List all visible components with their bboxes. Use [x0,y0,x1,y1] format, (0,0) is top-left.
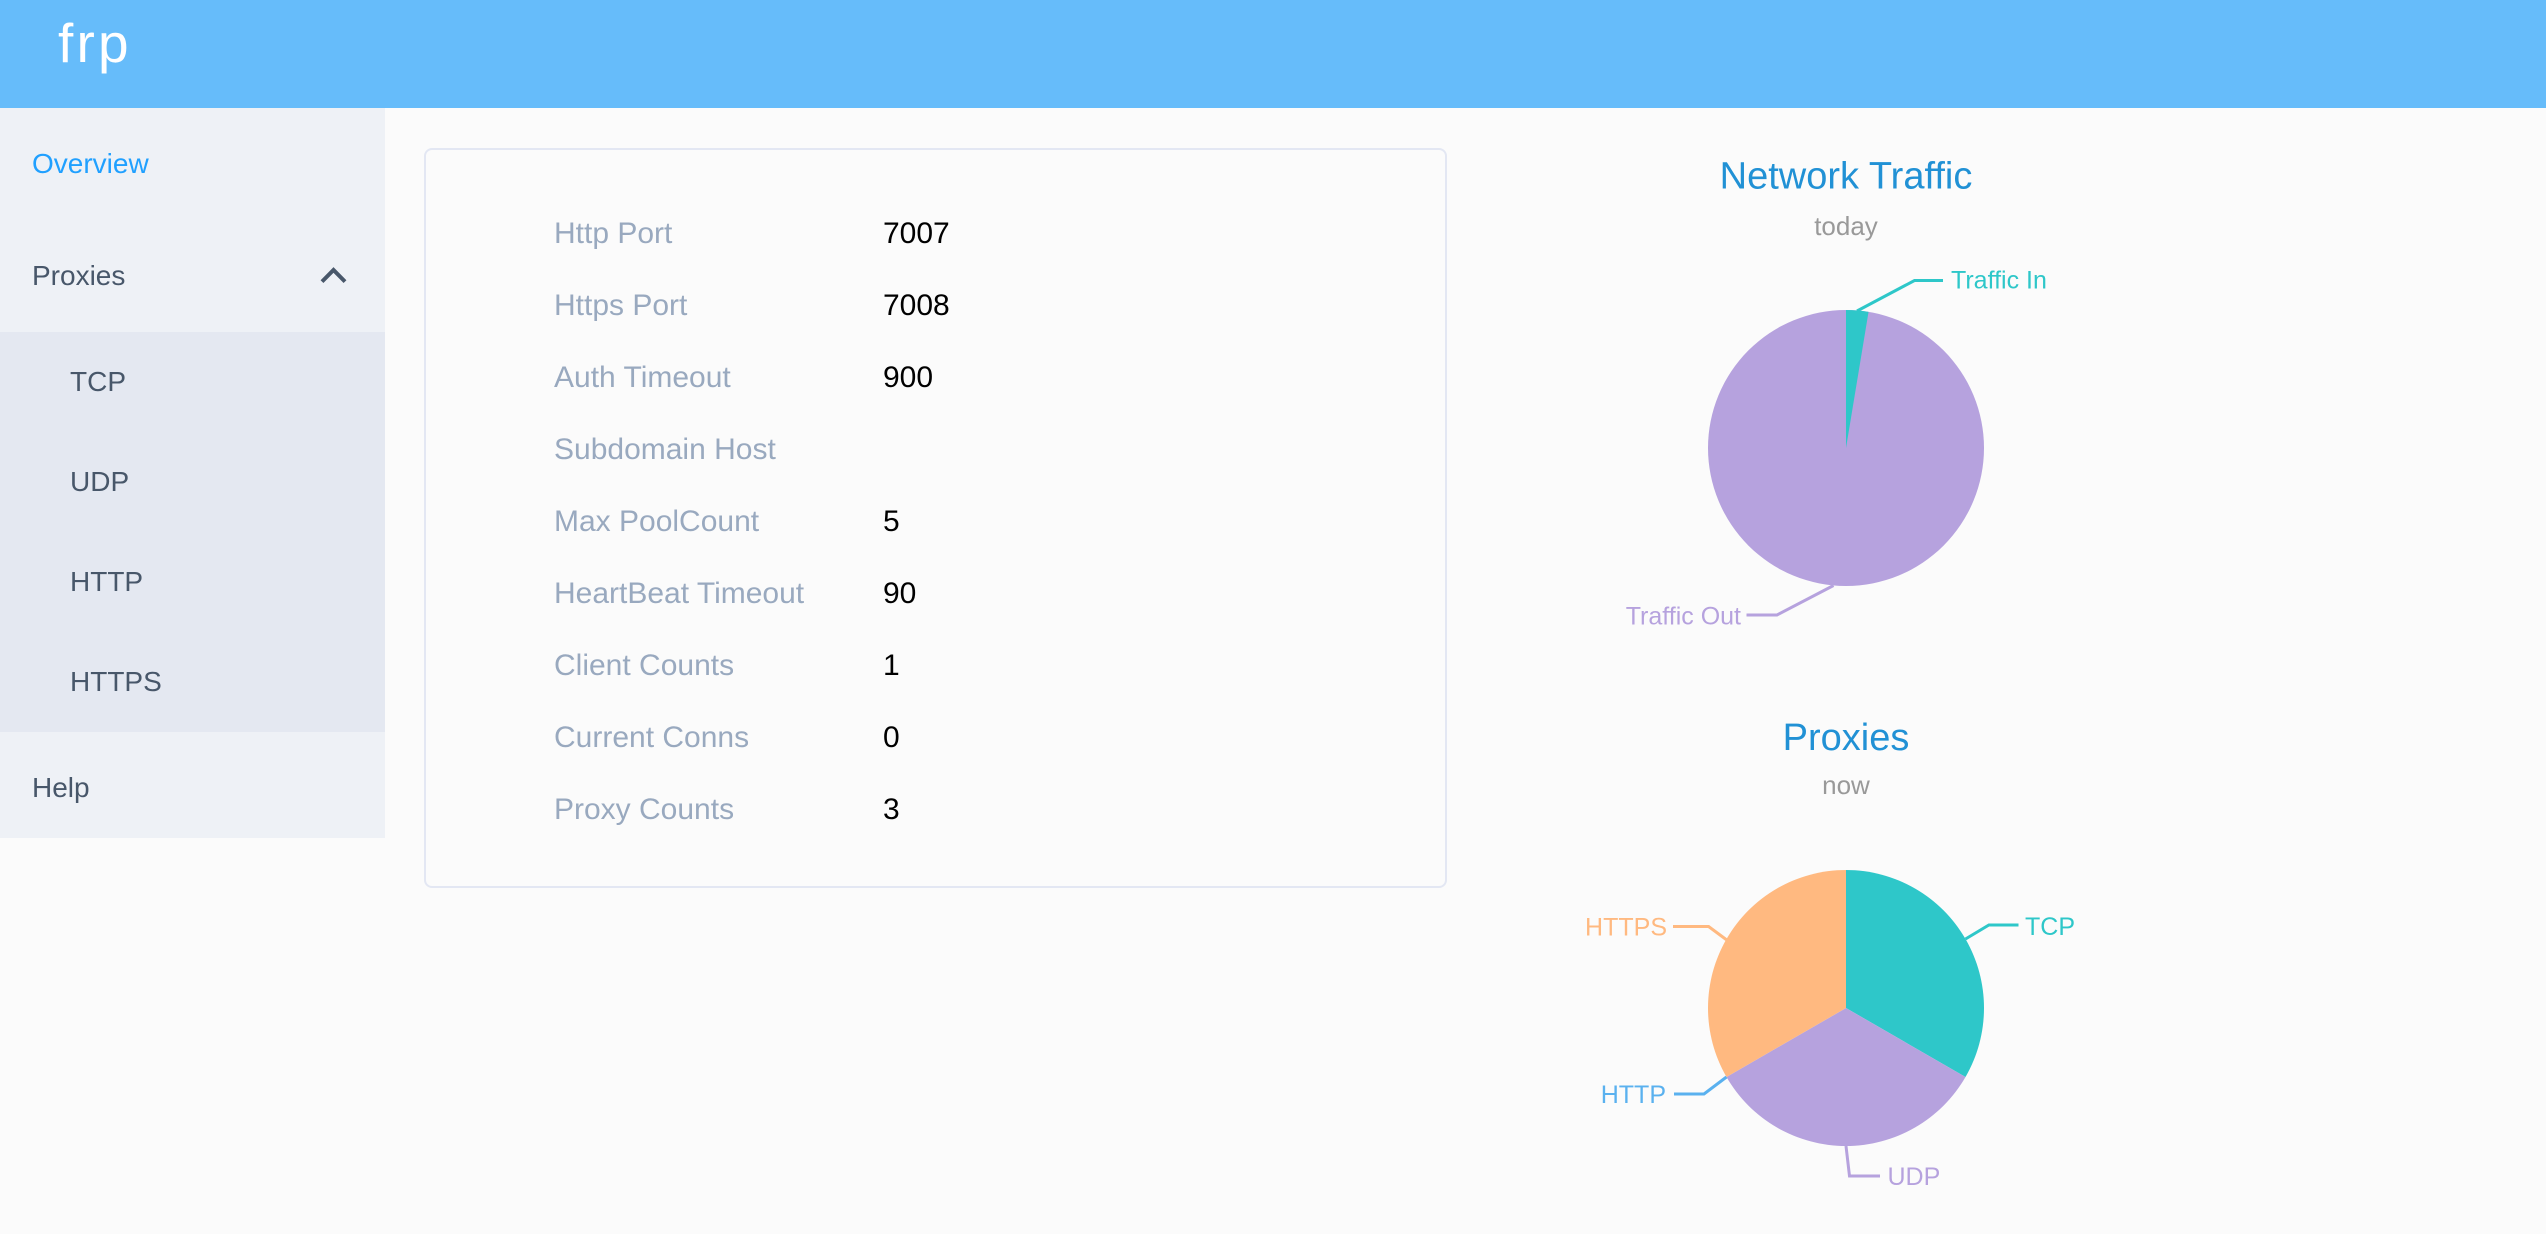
svg-text:UDP: UDP [1888,1163,1941,1191]
svg-text:TCP: TCP [2025,913,2075,941]
svg-text:Traffic Out: Traffic Out [1626,603,1741,631]
svg-text:HTTPS: HTTPS [1585,914,1667,942]
svg-text:Network Traffic: Network Traffic [1720,156,1973,198]
svg-text:today: today [1814,211,1878,241]
svg-text:now: now [1822,770,1870,800]
svg-text:Traffic In: Traffic In [1951,267,2047,295]
svg-text:HTTP: HTTP [1601,1081,1666,1109]
svg-text:Proxies: Proxies [1783,717,1910,759]
